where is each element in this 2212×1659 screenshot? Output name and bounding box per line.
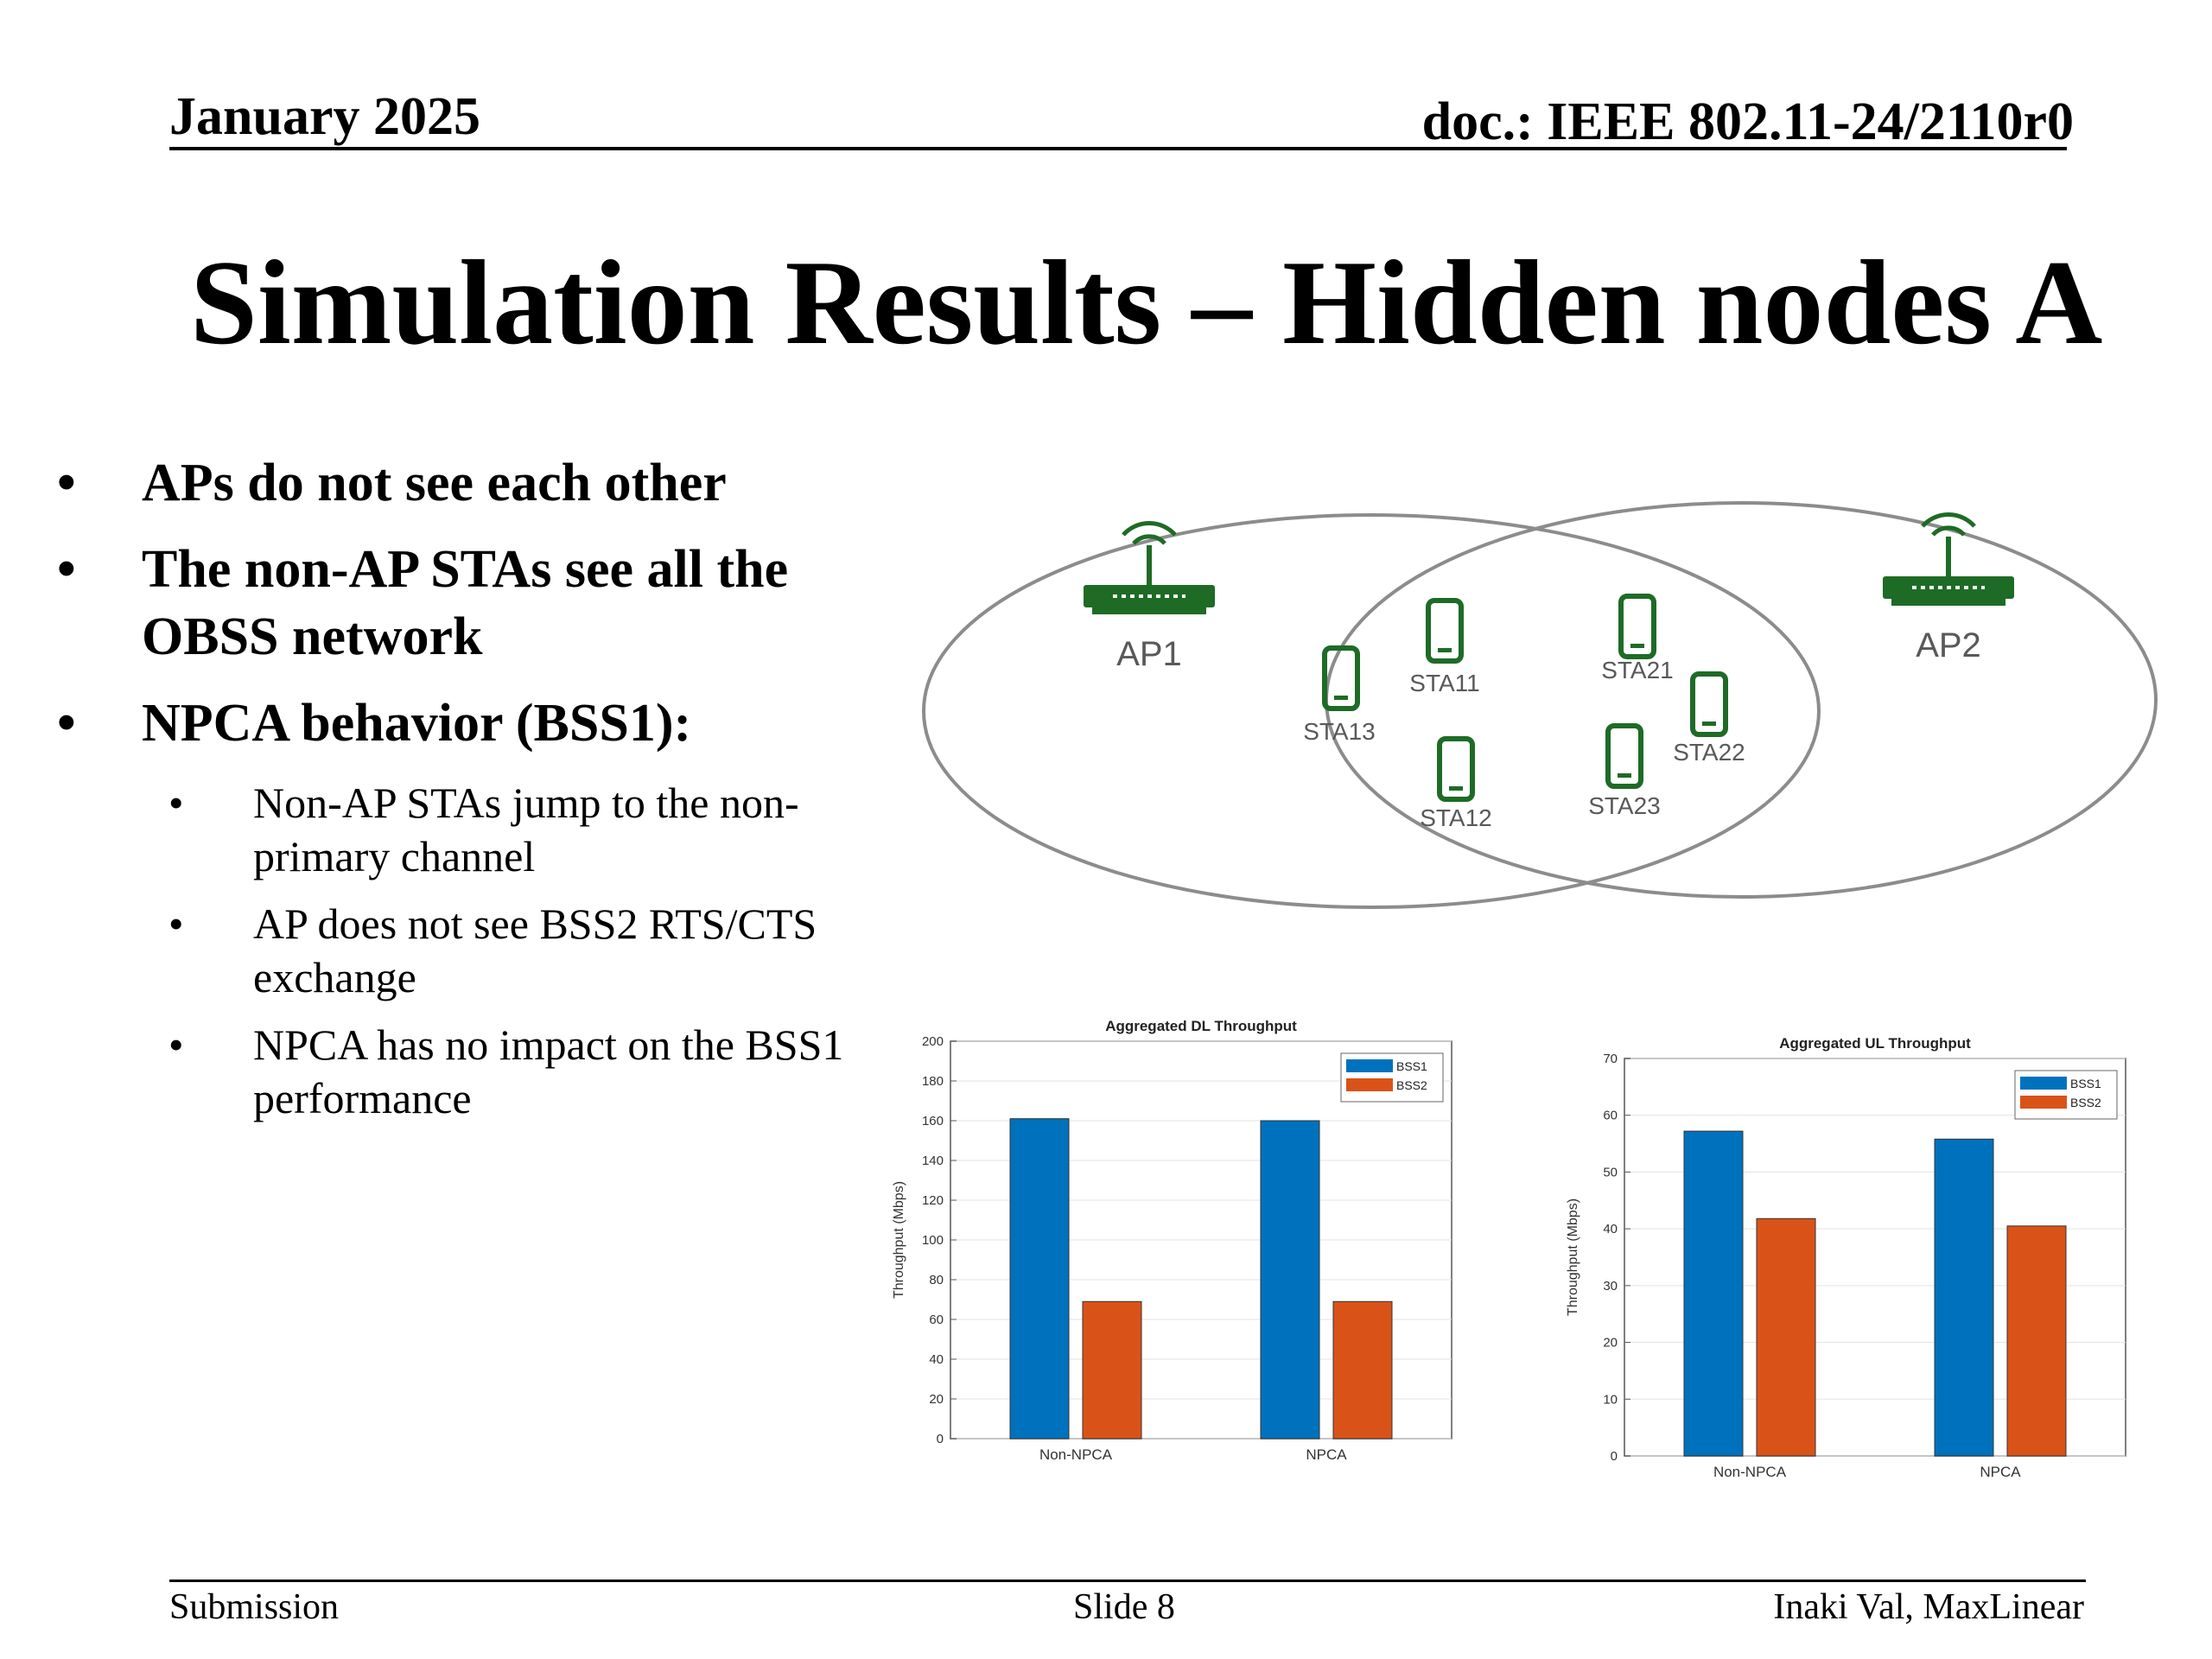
bullet-text: APs do not see each other [142,454,727,512]
legend-swatch [2020,1077,2067,1090]
header-doc-id: doc.: IEEE 802.11-24/2110r0 [1421,92,2074,151]
network-diagram: AP1 AP2 STA11 STA12 STA13 STA21 STA22 ST… [922,501,2158,909]
header-date: January 2025 [169,87,480,146]
bar-bss2 [1082,1300,1142,1440]
y-tick-label: 20 [1603,1336,1618,1351]
bar-bss1 [1260,1120,1320,1440]
legend-swatch [1346,1078,1393,1091]
y-tick-label: 50 [1603,1165,1618,1179]
sub-bullet-item: • AP does not see BSS2 RTS/CTS exchange [168,899,817,1001]
y-tick-label: 60 [1603,1109,1618,1123]
y-tick-label: 160 [922,1114,944,1128]
footer-rule [169,1580,2086,1582]
bullet-text: NPCA behavior (BSS1): [142,694,692,753]
ap1-label: AP1 [1116,635,1182,673]
bar-bss1 [1934,1138,1994,1457]
bar-bss2 [1756,1217,1816,1457]
bss2-coverage-ellipse [1325,501,2158,899]
y-axis-label: Throughput (Mbps) [1566,1198,1580,1316]
bar-bss2 [1332,1300,1393,1440]
slide-title: Simulation Results – Hidden nodes A [190,236,2103,370]
legend-label: BSS1 [1396,1059,1427,1073]
footer-left: Submission [169,1587,340,1627]
sub-bullet-item: • Non-AP STAs jump to the non-primary cha… [168,779,799,880]
y-tick-label: 0 [937,1432,944,1446]
bullet-list: • APs do not see each other • The non-AP S… [52,449,881,1139]
x-tick-label: NPCA [1306,1446,1347,1463]
bullet-item: • NPCA behavior (BSS1): [57,694,692,753]
y-tick-label: 140 [922,1154,944,1168]
y-tick-label: 20 [929,1392,944,1407]
y-tick-label: 30 [1603,1279,1618,1294]
y-axis-label: Throughput (Mbps) [892,1181,906,1299]
router-icon [1084,521,1215,614]
phone-icon [1426,598,1464,664]
sta-label: STA22 [1673,739,1745,766]
y-tick-label: 180 [922,1074,944,1089]
y-tick-label: 200 [922,1034,944,1049]
ap2-label: AP2 [1916,626,1981,664]
legend-label: BSS2 [2070,1096,2101,1109]
bar-bss2 [2006,1225,2067,1457]
sta-label: STA13 [1303,718,1376,745]
dl-throughput-chart: Aggregated DL Throughput 0 20 40 60 80 100 120 1… [892,1018,1452,1463]
phone-icon [1322,645,1360,711]
y-tick-label: 100 [922,1233,944,1248]
phone-icon [1605,723,1643,789]
legend-label: BSS2 [1396,1078,1427,1092]
chart-title: Aggregated UL Throughput [1779,1035,1971,1052]
bullet-text: The non-AP STAs see all the OBSS network [142,540,789,666]
header-rule [169,147,2067,150]
sub-bullet-text: AP does not see BSS2 RTS/CTS exchange [253,899,817,1001]
router-icon [1883,512,2014,606]
bullet-item: • APs do not see each other [57,454,727,512]
bss1-coverage-ellipse [922,513,1821,909]
y-tick-label: 70 [1603,1052,1618,1066]
phone-icon [1690,671,1728,737]
legend-swatch [2020,1096,2067,1109]
y-tick-label: 0 [1611,1449,1618,1464]
x-tick-label: Non-NPCA [1039,1446,1113,1463]
sub-bullet-text: Non-AP STAs jump to the non-primary chan… [253,779,799,880]
y-tick-label: 40 [1603,1222,1618,1236]
chart-title: Aggregated DL Throughput [1105,1018,1297,1034]
legend-swatch [1346,1059,1393,1072]
x-tick-label: NPCA [1980,1464,2021,1480]
phone-icon [1437,736,1475,802]
footer-slide-number: Slide 8 [1073,1587,1175,1627]
ul-throughput-chart: Aggregated UL Throughput 0 10 20 30 40 50 60 70 T… [1566,1035,2126,1480]
bar-bss1 [1009,1118,1070,1440]
sta-label: STA23 [1588,792,1661,819]
sta-label: STA12 [1420,804,1492,831]
footer-author: Inaki Val, MaxLinear [1773,1587,2084,1627]
legend-label: BSS1 [2070,1077,2101,1090]
sub-bullet-text: NPCA has no impact on the BSS1 performan… [253,1020,844,1122]
bar-bss1 [1683,1130,1744,1457]
y-tick-label: 60 [929,1313,944,1327]
bullet-item: • The non-AP STAs see all the OBSS networ… [57,540,789,666]
y-tick-label: 120 [922,1193,944,1208]
sta-label: STA11 [1409,670,1479,696]
x-tick-label: Non-NPCA [1713,1464,1787,1480]
y-tick-label: 10 [1603,1392,1618,1407]
sta-label: STA21 [1601,657,1674,683]
y-tick-label: 80 [929,1273,944,1287]
phone-icon [1618,594,1656,659]
y-tick-label: 40 [929,1352,944,1367]
sub-bullet-item: • NPCA has no impact on the BSS1 performa… [168,1020,844,1122]
